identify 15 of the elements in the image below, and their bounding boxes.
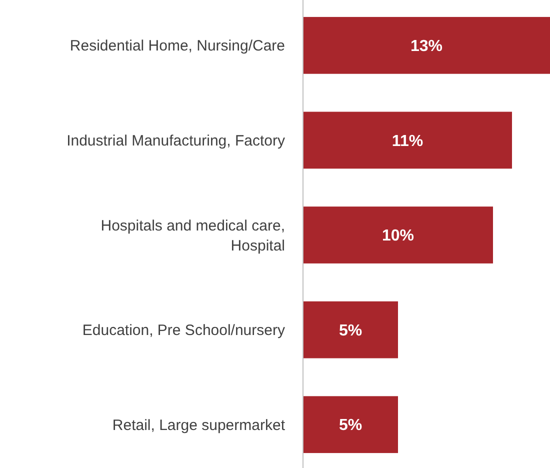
- bar: [303, 301, 398, 358]
- bar: [303, 16, 550, 74]
- bar: [303, 112, 512, 169]
- y-tick-label: Hospitals and medical care, Hospital: [100, 217, 285, 254]
- y-tick-label: Industrial Manufacturing, Factory: [66, 132, 286, 150]
- y-tick-label: Residential Home, Nursing/Care: [70, 38, 285, 55]
- data-label: 13%: [410, 38, 443, 55]
- data-label: 5%: [338, 417, 362, 434]
- bar: [303, 396, 398, 454]
- y-tick-label: Education, Pre School/nursery: [82, 322, 286, 340]
- data-label: 10%: [382, 228, 414, 245]
- bar: [303, 206, 493, 264]
- data-label: 5%: [338, 322, 362, 340]
- data-label: 11%: [392, 132, 424, 150]
- y-tick-label: Retail, Large supermarket: [112, 416, 286, 434]
